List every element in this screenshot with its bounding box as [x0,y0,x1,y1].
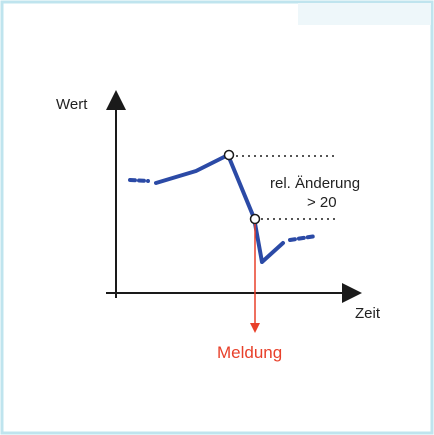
annotation-line2: > 20 [307,194,337,211]
signal-line-start-dotted [128,178,150,183]
signal-line [154,153,285,264]
x-axis-label: Zeit [355,305,381,322]
drop-marker [249,213,261,225]
annotation-line1: rel. Änderung [270,175,360,192]
signal-line-end-dotted [288,234,318,242]
frame-corner-tint [298,3,431,25]
alert-label: Meldung [217,343,282,362]
peak-marker [223,149,235,161]
y-axis-label: Wert [56,96,88,113]
alert-arrow-head [250,323,260,333]
